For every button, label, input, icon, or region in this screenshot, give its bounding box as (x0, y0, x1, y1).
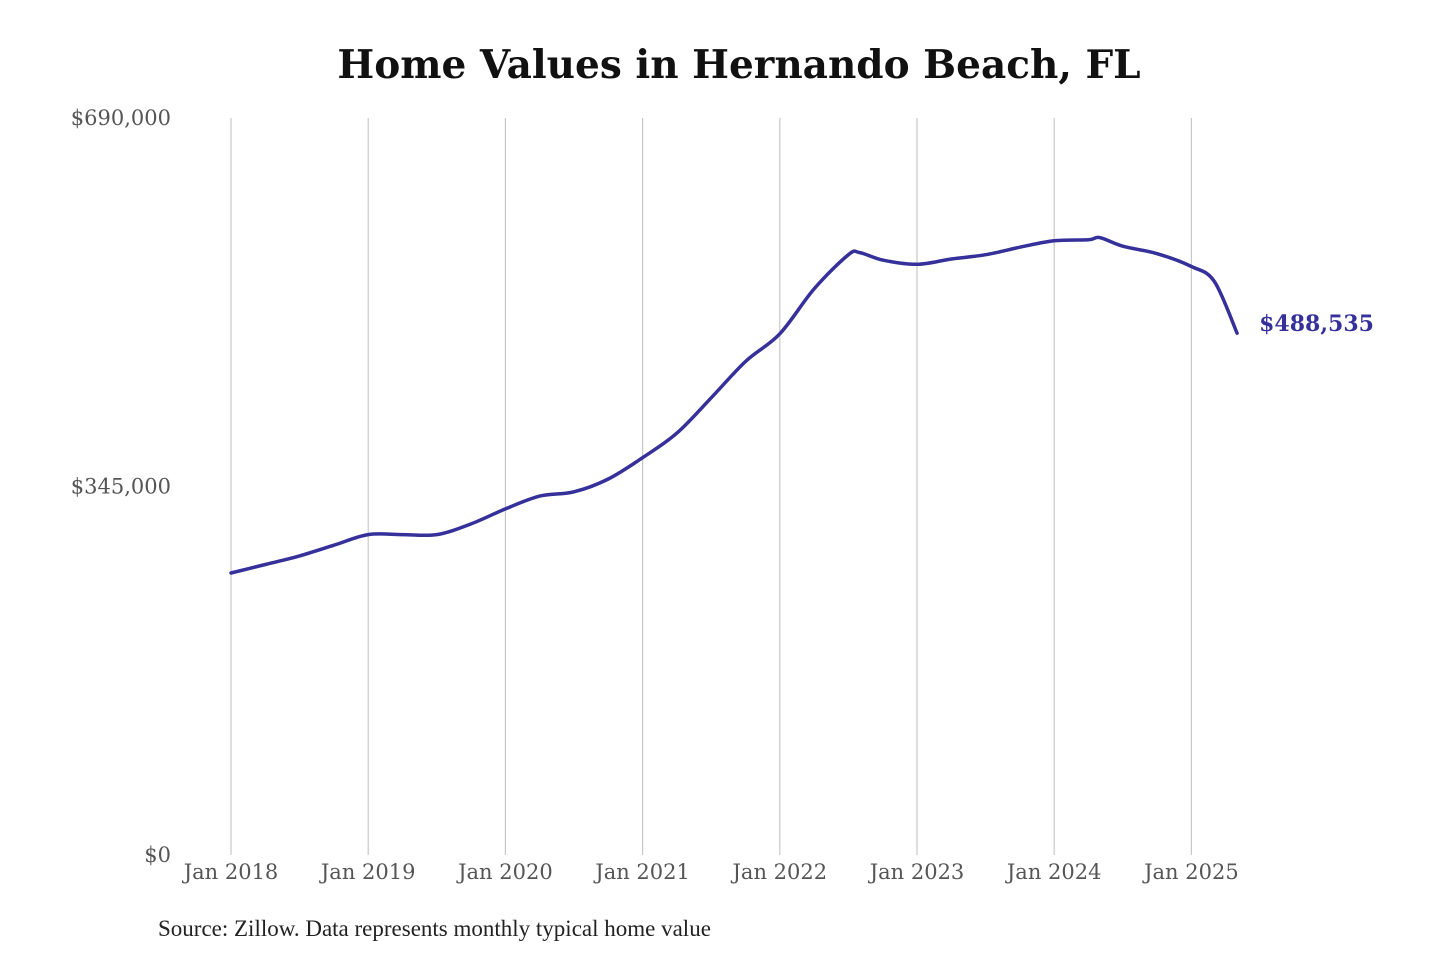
y-tick-label: $690,000 (71, 106, 171, 130)
y-axis-ticks: $0 $345,000 $690,000 (71, 106, 171, 867)
source-note: Source: Zillow. Data represents monthly … (158, 916, 711, 941)
x-tick-label: Jan 2023 (868, 860, 965, 884)
x-axis-ticks: Jan 2018 Jan 2019 Jan 2020 Jan 2021 Jan 2022… (182, 860, 1239, 884)
x-tick-label: Jan 2025 (1142, 860, 1239, 884)
x-tick-label: Jan 2019 (319, 860, 416, 884)
series-line (229, 235, 1239, 575)
y-tick-label: $0 (144, 843, 171, 867)
chart-title: Home Values in Hernando Beach, FL (337, 42, 1141, 88)
gridlines (230, 118, 1193, 855)
x-tick-label: Jan 2018 (182, 860, 279, 884)
series (229, 235, 1239, 575)
end-value-label: $488,535 (1259, 311, 1374, 337)
end-labels: $488,535 (1259, 311, 1374, 337)
y-tick-label: $345,000 (71, 475, 171, 499)
x-tick-label: Jan 2020 (456, 860, 553, 884)
x-tick-label: Jan 2021 (593, 860, 690, 884)
x-tick-label: Jan 2022 (731, 860, 828, 884)
x-tick-label: Jan 2024 (1005, 860, 1102, 884)
